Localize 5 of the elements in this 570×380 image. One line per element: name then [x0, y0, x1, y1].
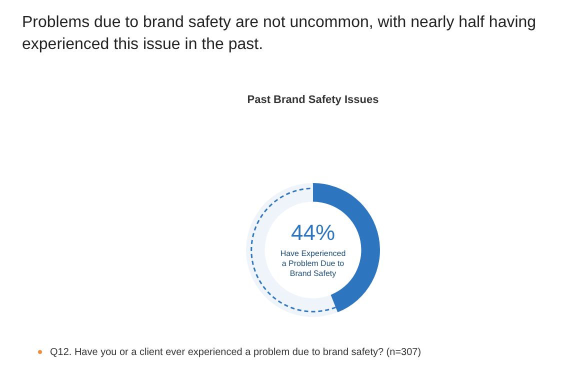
- text: Q12. Have you or a client ever experienced a problem due to brand safety? (n=307): [50, 347, 422, 358]
- data-label: 44%: [290, 220, 336, 246]
- chart-title: Problems due to brand safety are not uncommon, with nearly half having experienced this issue in the past.: [22, 13, 538, 55]
- slice-label: Have Experienced a Problem Due to Brand Safety: [280, 249, 346, 278]
- chart-subtitle: Past Brand Safety Issues: [246, 94, 380, 106]
